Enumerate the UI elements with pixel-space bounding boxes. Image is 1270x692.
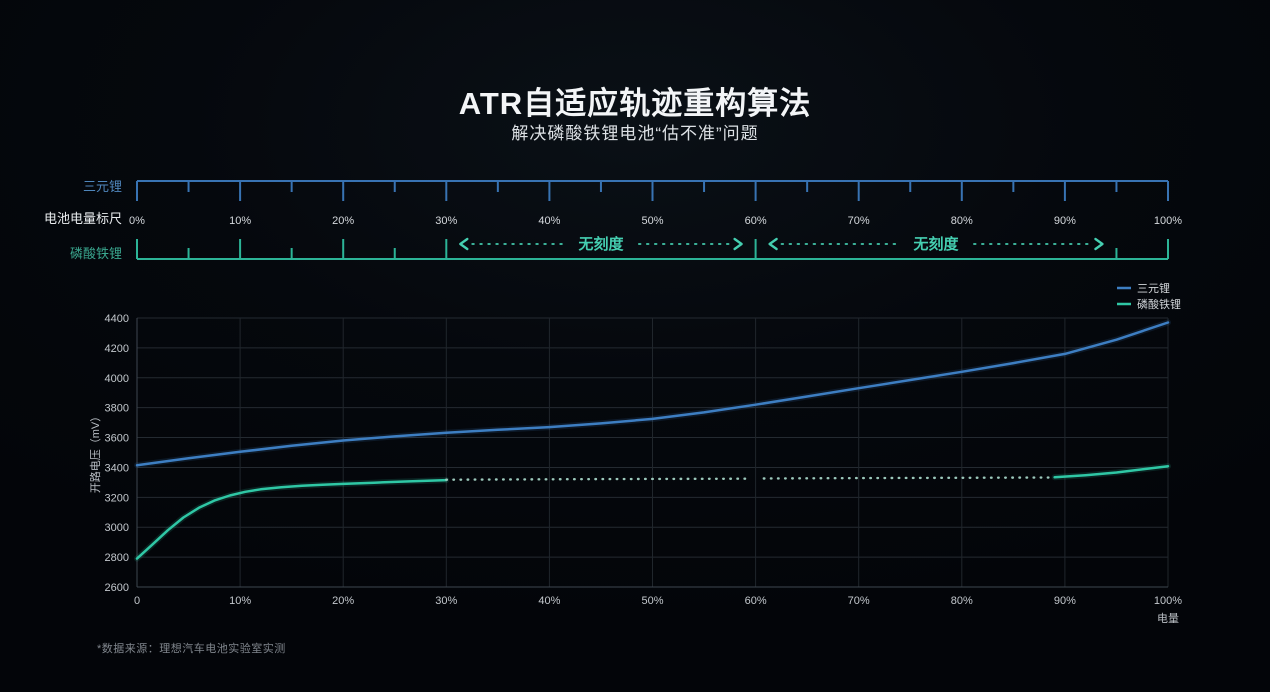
- series-line-1-dotted: [445, 477, 749, 481]
- ruler-tick-label: 60%: [745, 215, 767, 227]
- series-line-1: [135, 478, 448, 560]
- ruler-tick-label: 0%: [129, 215, 145, 227]
- ruler-tick-label: 30%: [435, 215, 457, 227]
- y-tick-label: 3000: [105, 522, 129, 534]
- page-subtitle: 解决磷酸铁锂电池“估不准”问题: [511, 124, 759, 143]
- y-tick-label: 4400: [105, 313, 129, 325]
- x-axis-title: 电量: [1157, 612, 1179, 625]
- chart-legend: 三元锂 磷酸铁锂: [1117, 281, 1181, 311]
- x-tick-label: 10%: [229, 595, 251, 607]
- series-line-1-glow: [134, 477, 450, 562]
- battery-scale-ruler: [136, 180, 1169, 260]
- x-tick-label: 60%: [745, 595, 767, 607]
- ruler-tick-label: 70%: [848, 215, 870, 227]
- chart-grid: [136, 317, 1169, 588]
- right-arrow-icon: [733, 237, 743, 251]
- legend-label-lfp: 磷酸铁锂: [1137, 297, 1181, 311]
- legend-label-ternary: 三元锂: [1137, 281, 1170, 295]
- y-tick-label: 4000: [105, 373, 129, 385]
- x-tick-label: 0: [134, 595, 140, 607]
- data-source-footnote: *数据来源：理想汽车电池实验室实测: [97, 643, 286, 655]
- series-line-0: [135, 321, 1170, 467]
- ruler-axis-label: 电池电量标尺: [44, 211, 122, 226]
- no-scale-annotation-2: 无刻度: [912, 235, 959, 253]
- left-arrow-icon: [459, 237, 469, 251]
- series-line-1-dotted: [762, 476, 1056, 480]
- no-scale-annotation-1: 无刻度: [577, 235, 624, 253]
- ruler-tick-label: 50%: [641, 215, 663, 227]
- y-tick-label: 3400: [105, 462, 129, 474]
- page-title: ATR自适应轨迹重构算法: [458, 86, 812, 121]
- ruler-bottom-label: 磷酸铁锂: [70, 246, 122, 261]
- ruler-tick-label: 90%: [1054, 215, 1076, 227]
- y-tick-label: 3600: [105, 433, 129, 445]
- x-tick-label: 40%: [538, 595, 560, 607]
- y-tick-label: 3800: [105, 403, 129, 415]
- y-tick-label: 2600: [105, 582, 129, 594]
- ruler-top-label: 三元锂: [83, 179, 122, 194]
- ruler-tick-label: 80%: [951, 215, 973, 227]
- y-axis-title: 开路电压（mV）: [89, 411, 102, 494]
- right-arrow-icon: [1094, 237, 1104, 251]
- x-tick-label: 20%: [332, 595, 354, 607]
- ruler-tick-label: 100%: [1154, 215, 1182, 227]
- x-tick-label: 70%: [848, 595, 870, 607]
- series-line-1: [1053, 464, 1170, 479]
- x-tick-label: 50%: [641, 595, 663, 607]
- chart-series: [134, 319, 1171, 562]
- x-tick-label: 30%: [435, 595, 457, 607]
- x-tick-label: 90%: [1054, 595, 1076, 607]
- ruler-tick-label: 20%: [332, 215, 354, 227]
- ruler-tick-label: 10%: [229, 215, 251, 227]
- ruler-tick-label: 40%: [538, 215, 560, 227]
- x-tick-label: 80%: [951, 595, 973, 607]
- x-tick-label: 100%: [1154, 595, 1182, 607]
- left-arrow-icon: [768, 237, 778, 251]
- y-tick-label: 3200: [105, 492, 129, 504]
- axis-tick-labels: 2600 2800 3000 3200 3400 3600 3800 4000 4200 4400…: [105, 215, 1183, 607]
- y-tick-label: 2800: [105, 552, 129, 564]
- y-tick-label: 4200: [105, 343, 129, 355]
